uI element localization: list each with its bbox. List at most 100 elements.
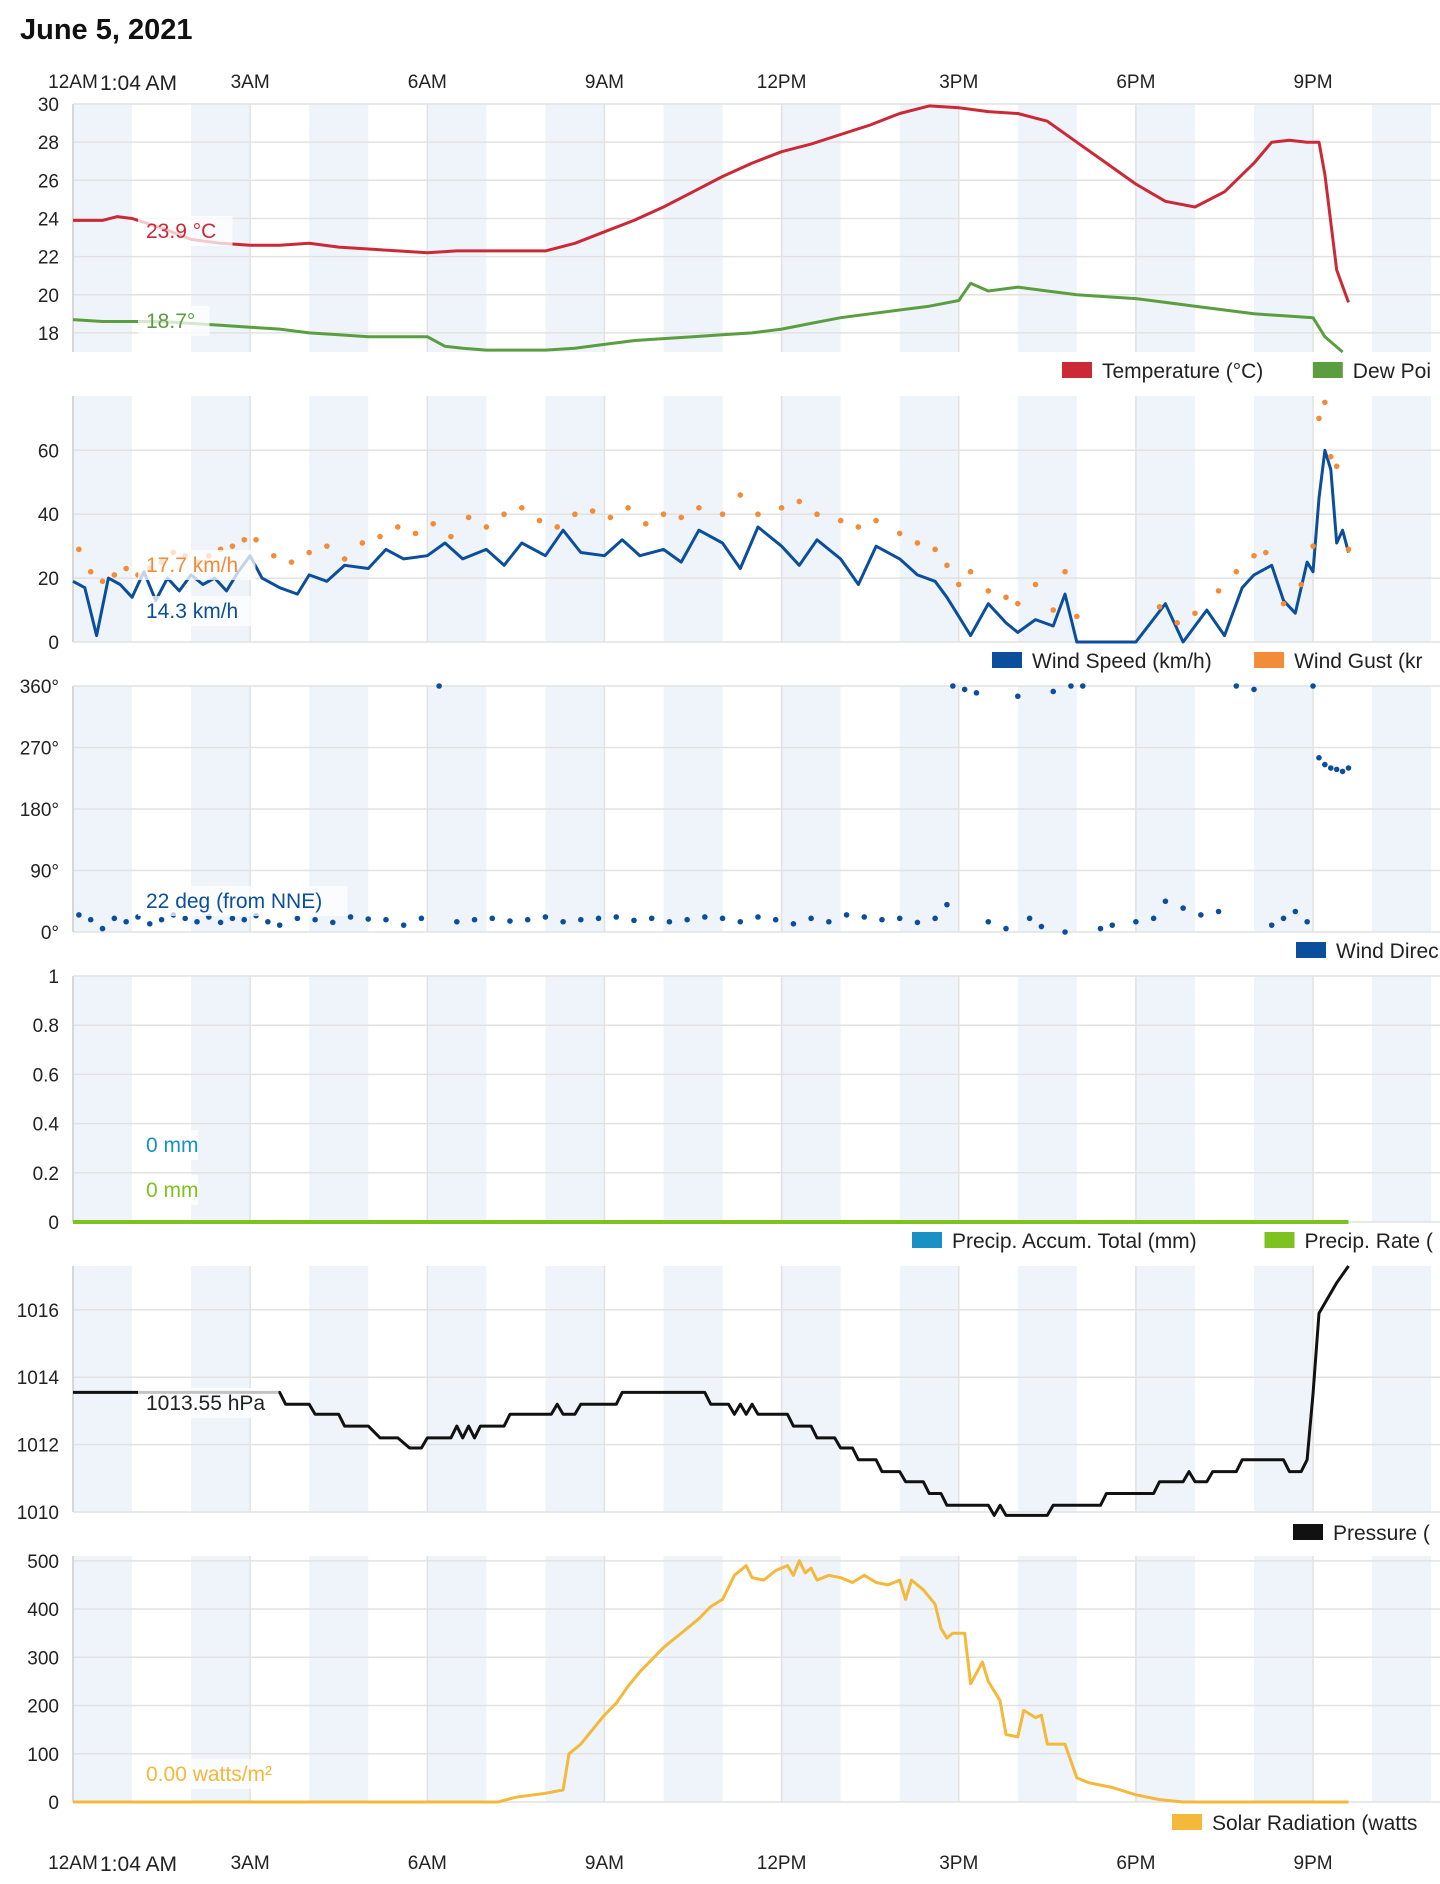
y-tick-label: 90° xyxy=(30,862,59,883)
legend-item-precip_rate[interactable]: Precip. Rate ( xyxy=(1264,1230,1433,1253)
hour-band xyxy=(309,976,369,1222)
y-tick-label: 0° xyxy=(41,923,59,944)
legend-item-wind_gust[interactable]: Wind Gust (kr xyxy=(1254,650,1422,673)
wind_dir-point xyxy=(99,925,106,932)
wind_gust-point xyxy=(99,578,106,585)
wind_dir-point xyxy=(1292,908,1299,915)
hour-band xyxy=(545,396,605,642)
legend-item-dew_point[interactable]: Dew Poi xyxy=(1312,360,1431,383)
wind_dir-point xyxy=(1038,923,1045,930)
y-tick-label: 0 xyxy=(48,633,59,654)
wind_dir-point xyxy=(932,915,938,922)
wind_dir-point xyxy=(578,916,584,923)
wind_dir-point xyxy=(312,916,318,923)
wind_gust-point xyxy=(465,514,472,521)
wind_dir-point xyxy=(294,915,301,922)
wind_dir-point xyxy=(973,690,980,696)
readout-precip_accum: 0 mm xyxy=(146,1134,199,1157)
chart-panel-1: 30 28 26 24 22 20 18 23.9 °C 18.7° Temperature (°… xyxy=(38,95,1440,383)
wind_dir-point xyxy=(436,683,442,689)
hour-band xyxy=(899,1266,959,1512)
wind_gust-point xyxy=(501,511,507,518)
wind_dir-point xyxy=(241,916,248,923)
y-tick-label: 40 xyxy=(38,505,59,526)
wind_gust-point xyxy=(1251,552,1257,559)
wind_gust-point xyxy=(229,543,236,549)
wind_dir-point xyxy=(507,918,513,924)
legend-item-wind_speed[interactable]: Wind Speed (km/h) xyxy=(992,650,1212,673)
wind_dir-point xyxy=(87,916,94,923)
legend-item-wind_dir[interactable]: Wind Direc xyxy=(1296,940,1439,963)
hour-band xyxy=(545,104,605,352)
wind_dir-point xyxy=(158,916,165,923)
legend-swatch xyxy=(992,652,1022,668)
wind_gust-point xyxy=(1192,610,1198,617)
wind_gust-point xyxy=(1032,581,1039,588)
legend-swatch xyxy=(1296,942,1326,958)
legend-item-precip_accum[interactable]: Precip. Accum. Total (mm) xyxy=(912,1230,1197,1253)
hour-band xyxy=(545,976,605,1222)
readout-temperature: 23.9 °C xyxy=(146,220,216,243)
hour-band xyxy=(545,1556,605,1802)
wind_gust-point xyxy=(660,511,667,518)
wind_dir-point xyxy=(666,918,673,925)
hour-band xyxy=(1135,396,1195,642)
legend-swatch xyxy=(1264,1232,1295,1248)
y-tick-label: 500 xyxy=(27,1552,59,1573)
hour-band xyxy=(427,1266,487,1512)
wind_gust-point xyxy=(896,530,903,537)
x-tick-label: 12PM xyxy=(757,1853,807,1874)
readout-wind_gust: 17.7 km/h xyxy=(146,554,238,577)
wind_gust-point xyxy=(76,546,82,553)
wind_dir-point xyxy=(772,916,779,923)
y-tick-label: 28 xyxy=(38,133,59,154)
series-solar xyxy=(73,1559,1349,1804)
wind_dir-point xyxy=(1345,765,1352,771)
wind_dir-point xyxy=(1003,925,1009,932)
wind_gust-point xyxy=(696,505,702,511)
y-tick-label: 20 xyxy=(38,286,59,307)
wind_gust-point xyxy=(873,517,879,524)
y-tick-label: 1014 xyxy=(17,1368,60,1389)
wind_gust-point xyxy=(377,533,383,540)
wind_dir-point xyxy=(1133,918,1139,925)
wind_gust-point xyxy=(737,492,744,498)
wind_gust-point xyxy=(1327,453,1334,460)
series-dew_point xyxy=(72,281,1344,354)
chart-panel-4: 1 0.8 0.6 0.4 0.2 0 0 mm 0 mm Precip. Accum. Tot… xyxy=(33,967,1440,1253)
wind_dir-point xyxy=(330,919,336,926)
legend-item-pressure[interactable]: Pressure ( xyxy=(1293,1522,1430,1545)
wind_dir-point xyxy=(944,901,950,908)
wind_dir-point xyxy=(1233,683,1240,689)
wind_dir-point xyxy=(365,916,372,922)
legend: Wind Direc xyxy=(1296,940,1439,963)
wind_dir-point xyxy=(1339,768,1346,775)
wind_gust-point xyxy=(1062,568,1068,575)
wind_dir-point xyxy=(914,919,921,926)
wind_dir-point xyxy=(843,912,850,918)
legend-label: Wind Direc xyxy=(1336,940,1439,963)
legend-item-solar[interactable]: Solar Radiation (watts xyxy=(1172,1812,1417,1835)
readout-wind_dir: 22 deg (from NNE) xyxy=(146,890,322,913)
hour-band xyxy=(663,976,723,1222)
hour-band xyxy=(73,976,133,1222)
wind_gust-point xyxy=(536,517,543,524)
wind_gust-point xyxy=(1174,620,1181,626)
legend-label: Wind Gust (kr xyxy=(1294,650,1422,673)
wind_dir-point xyxy=(489,915,496,922)
wind_gust-point xyxy=(589,508,596,514)
series-wind_dir xyxy=(76,683,1352,935)
y-tick-label: 24 xyxy=(38,209,60,230)
wind_dir-point xyxy=(146,921,153,927)
wind_dir-point xyxy=(1268,922,1275,928)
chart-panel-6: 500 400 300 200 100 0 0.00 watts/m² Solar Radia… xyxy=(27,1552,1440,1835)
wind_gust-point xyxy=(855,524,862,530)
wind_gust-point xyxy=(1263,549,1269,556)
wind_gust-point xyxy=(1156,604,1163,610)
hour-band xyxy=(1254,1556,1314,1802)
legend: Temperature (°C) Dew Poi xyxy=(1062,360,1431,383)
legend-item-temperature[interactable]: Temperature (°C) xyxy=(1062,360,1263,383)
wind_dir-point xyxy=(950,683,956,689)
wind_gust-point xyxy=(412,530,419,537)
